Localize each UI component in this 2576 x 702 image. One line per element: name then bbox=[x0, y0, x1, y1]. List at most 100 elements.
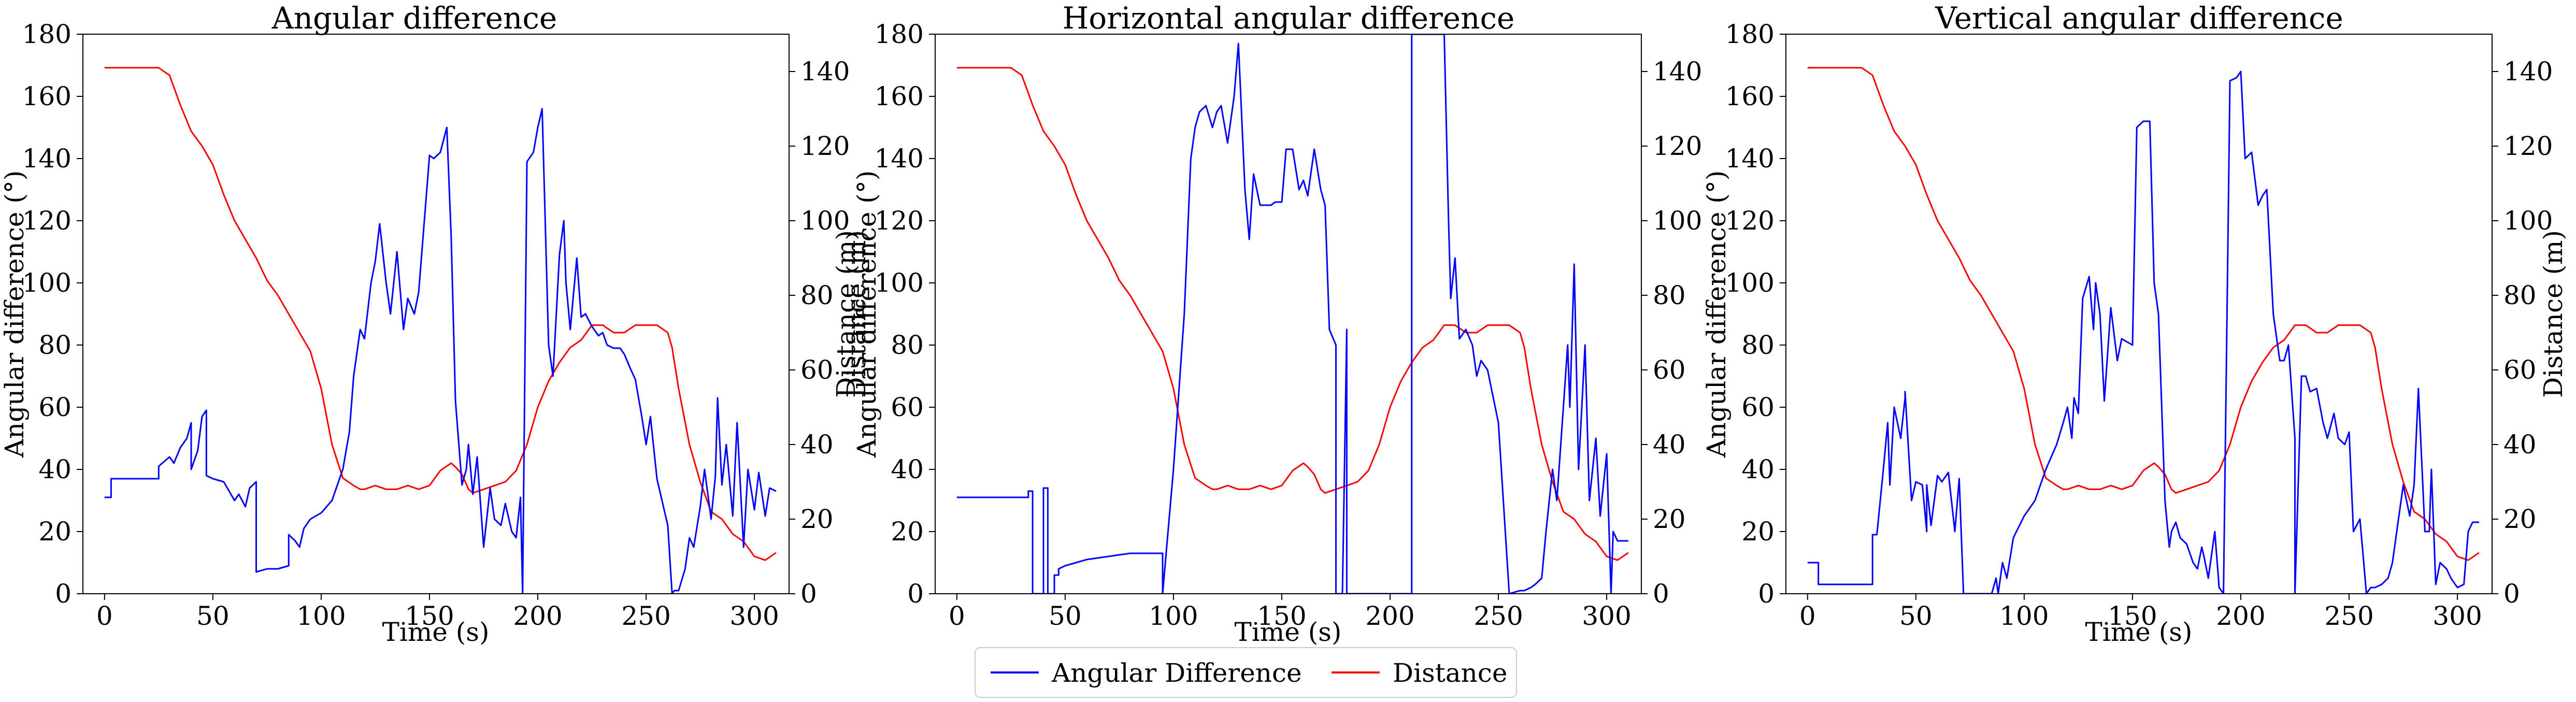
x-tick-label: 150 bbox=[405, 601, 454, 631]
angular-difference-line-angular bbox=[104, 108, 777, 594]
y-right-tick-label: 80 bbox=[2503, 280, 2537, 310]
y-right-tick-label: 40 bbox=[2503, 429, 2537, 460]
y-left-tick-label: 20 bbox=[38, 517, 71, 547]
y-left-tick-label: 140 bbox=[875, 144, 924, 174]
y-left-tick-label: 140 bbox=[1725, 144, 1774, 174]
x-tick-label: 0 bbox=[949, 601, 965, 631]
y-right-tick-label: 60 bbox=[800, 355, 834, 385]
y-left-tick-label: 100 bbox=[1725, 268, 1774, 298]
x-tick-label: 150 bbox=[1257, 601, 1306, 631]
legend-frame bbox=[975, 647, 1517, 698]
y-left-tick-label: 160 bbox=[22, 81, 71, 111]
chart-panel-vertical: Vertical angular difference 0 50 100 150 200… bbox=[1701, 1, 2568, 647]
x-axis-label: Time (s) bbox=[1235, 617, 1342, 647]
x-tick-label: 100 bbox=[1149, 601, 1198, 631]
y-left-tick-label: 60 bbox=[1741, 392, 1774, 422]
x-tick-label: 300 bbox=[1582, 601, 1631, 631]
y-right-tick-label: 120 bbox=[1653, 131, 1702, 161]
y-left-tick-label: 60 bbox=[38, 392, 71, 422]
y-left-tick-label: 120 bbox=[1725, 206, 1774, 236]
y-right-tick-label: 120 bbox=[2503, 131, 2553, 161]
y-right-tick-label: 80 bbox=[1653, 280, 1686, 310]
x-tick-label: 200 bbox=[1365, 601, 1414, 631]
y-right-tick-label: 20 bbox=[1653, 504, 1686, 534]
x-axis-label: Time (s) bbox=[2085, 617, 2193, 647]
y-left-tick-label: 140 bbox=[22, 144, 71, 174]
x-tick-label: 200 bbox=[513, 601, 562, 631]
y-axis-label-right: Distance (m) bbox=[841, 230, 871, 398]
y-left-tick-label: 180 bbox=[1725, 19, 1774, 49]
y-axis-label-left: Angular difference (°) bbox=[1701, 170, 1731, 458]
y-axis-label-right: Distance (m) bbox=[2538, 230, 2568, 398]
distance-line-vertical bbox=[1807, 67, 2480, 561]
y-left-tick-label: 80 bbox=[38, 330, 71, 360]
y-right-tick-label: 100 bbox=[800, 206, 850, 236]
legend-label-distance: Distance bbox=[1393, 658, 1507, 688]
y-left-tick-label: 100 bbox=[875, 268, 924, 298]
y-left-tick-label: 80 bbox=[891, 330, 924, 360]
x-tick-label: 100 bbox=[1999, 601, 2049, 631]
angular-difference-line-vertical bbox=[1807, 70, 2479, 594]
y-right-tick-label: 0 bbox=[1653, 579, 1669, 609]
x-tick-label: 200 bbox=[2216, 601, 2265, 631]
y-left-tick-label: 0 bbox=[1758, 579, 1774, 609]
y-right-tick-label: 60 bbox=[2503, 355, 2537, 385]
x-tick-label: 300 bbox=[729, 601, 779, 631]
y-right-tick-label: 80 bbox=[800, 280, 834, 310]
y-axis-label-right: Distance (m) bbox=[831, 230, 861, 398]
y-right-tick-label: 60 bbox=[1653, 355, 1686, 385]
y-left-tick-label: 160 bbox=[1725, 81, 1774, 111]
y-axis-label-left: Angular difference (°) bbox=[852, 170, 882, 458]
y-left-tick-label: 40 bbox=[38, 454, 71, 484]
y-left-tick-label: 20 bbox=[891, 517, 924, 547]
plot-area-frame bbox=[1785, 34, 2493, 594]
y-left-tick-label: 40 bbox=[891, 454, 924, 484]
y-right-tick-label: 140 bbox=[2503, 56, 2553, 87]
chart-title: Vertical angular difference bbox=[1935, 1, 2343, 36]
x-tick-label: 250 bbox=[1473, 601, 1523, 631]
x-tick-label: 0 bbox=[96, 601, 113, 631]
distance-line-angular bbox=[104, 67, 777, 561]
y-left-tick-label: 180 bbox=[22, 19, 71, 49]
y-left-tick-label: 80 bbox=[1741, 330, 1774, 360]
chart-panel-angular: Angular difference 0 50 100 150 200 250 300020… bbox=[0, 1, 871, 647]
y-axis-label-left: Angular difference (°) bbox=[0, 170, 30, 458]
y-left-tick-label: 120 bbox=[875, 206, 924, 236]
y-right-tick-label: 0 bbox=[2503, 579, 2520, 609]
y-left-tick-label: 100 bbox=[22, 268, 71, 298]
plot-area-frame bbox=[935, 34, 1642, 594]
y-left-tick-label: 40 bbox=[1741, 454, 1774, 484]
y-right-tick-label: 100 bbox=[2503, 206, 2553, 236]
y-right-tick-label: 140 bbox=[1653, 56, 1702, 87]
distance-line-horizontal bbox=[956, 67, 1629, 561]
x-tick-label: 250 bbox=[2324, 601, 2373, 631]
x-axis-label: Time (s) bbox=[382, 617, 490, 647]
angular-difference-line-horizontal bbox=[956, 34, 1628, 594]
x-tick-label: 250 bbox=[621, 601, 670, 631]
chart-panel-horizontal: Horizontal angular difference 0 50 100 150 2… bbox=[831, 1, 1702, 647]
y-right-tick-label: 40 bbox=[1653, 429, 1686, 460]
plot-area-frame bbox=[82, 34, 790, 594]
y-left-tick-label: 20 bbox=[1741, 517, 1774, 547]
y-left-tick-label: 120 bbox=[22, 206, 71, 236]
y-left-tick-label: 60 bbox=[891, 392, 924, 422]
y-right-tick-label: 20 bbox=[2503, 504, 2537, 534]
y-left-tick-label: 0 bbox=[55, 579, 71, 609]
chart-title: Angular difference bbox=[271, 1, 557, 36]
y-left-tick-label: 180 bbox=[875, 19, 924, 49]
y-right-tick-label: 40 bbox=[800, 429, 834, 460]
legend-label-angular: Angular Difference bbox=[1051, 658, 1302, 688]
y-right-tick-label: 140 bbox=[800, 56, 850, 87]
x-tick-label: 150 bbox=[2108, 601, 2157, 631]
y-left-tick-label: 160 bbox=[875, 81, 924, 111]
x-tick-label: 50 bbox=[1899, 601, 1933, 631]
legend: Angular Difference Distance bbox=[975, 647, 1517, 698]
y-right-tick-label: 100 bbox=[1653, 206, 1702, 236]
x-tick-label: 300 bbox=[2432, 601, 2482, 631]
x-tick-label: 0 bbox=[1799, 601, 1816, 631]
chart-title: Horizontal angular difference bbox=[1063, 1, 1515, 36]
x-tick-label: 100 bbox=[296, 601, 346, 631]
y-right-tick-label: 20 bbox=[800, 504, 834, 534]
x-tick-label: 50 bbox=[1049, 601, 1082, 631]
